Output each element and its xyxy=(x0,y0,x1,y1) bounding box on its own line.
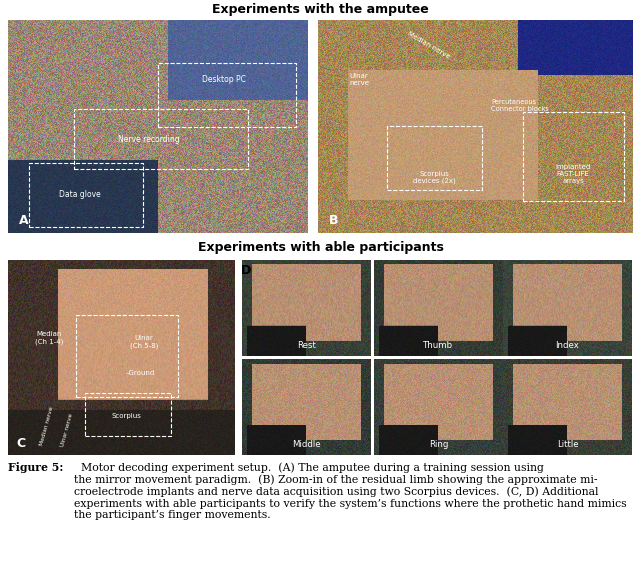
Text: Desktop PC: Desktop PC xyxy=(202,75,246,84)
Text: Rest: Rest xyxy=(297,341,316,350)
Bar xyxy=(76,315,178,397)
Text: Ulnar
(Ch 5-8): Ulnar (Ch 5-8) xyxy=(130,335,158,349)
Text: Index: Index xyxy=(556,341,579,350)
Bar xyxy=(523,111,624,201)
Text: Little: Little xyxy=(556,440,578,449)
Text: Nerve recording: Nerve recording xyxy=(118,135,180,144)
Bar xyxy=(29,163,143,227)
Text: Ulnar nerve: Ulnar nerve xyxy=(60,413,74,447)
Text: Middle: Middle xyxy=(292,440,320,449)
Text: –Ground: –Ground xyxy=(126,370,155,376)
Bar xyxy=(387,127,482,190)
Text: Implanted
FAST-LIFE
arrays: Implanted FAST-LIFE arrays xyxy=(556,164,591,184)
Text: Scorpius
devices (2x): Scorpius devices (2x) xyxy=(413,171,456,184)
Text: Ulnar
nerve: Ulnar nerve xyxy=(349,73,369,86)
Text: Median nerve: Median nerve xyxy=(39,406,54,446)
Text: Motor decoding experiment setup.  (A) The amputee during a training session usin: Motor decoding experiment setup. (A) The… xyxy=(74,462,626,520)
Text: Scorpius: Scorpius xyxy=(111,413,141,419)
Text: Data glove: Data glove xyxy=(59,190,101,199)
Text: Ring: Ring xyxy=(429,440,448,449)
Bar xyxy=(74,110,248,169)
Text: Experiments with able participants: Experiments with able participants xyxy=(197,241,444,254)
Text: Percutaneous
Connector blocks: Percutaneous Connector blocks xyxy=(491,98,549,112)
Bar xyxy=(158,63,296,127)
Text: Figure 5:: Figure 5: xyxy=(8,462,63,473)
Text: A: A xyxy=(19,214,28,227)
Text: D: D xyxy=(241,264,251,277)
Text: Median
(Ch 1-4): Median (Ch 1-4) xyxy=(35,331,63,345)
Text: B: B xyxy=(329,214,338,227)
Text: Experiments with the amputee: Experiments with the amputee xyxy=(212,2,429,15)
Text: Thumb: Thumb xyxy=(424,341,454,350)
Text: Median nerve: Median nerve xyxy=(406,31,451,60)
Text: C: C xyxy=(16,437,25,450)
Bar xyxy=(85,393,171,435)
